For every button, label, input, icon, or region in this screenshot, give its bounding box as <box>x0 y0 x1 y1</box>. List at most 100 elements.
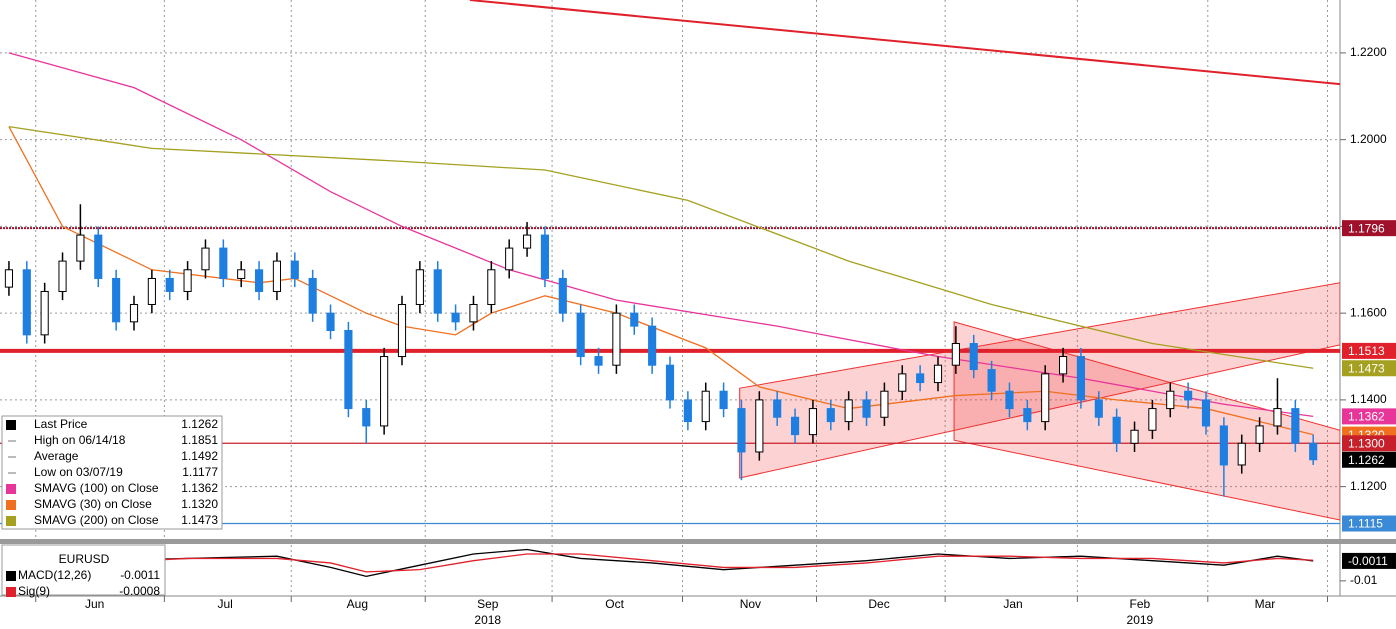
legend-value: -0.0011 <box>120 568 160 582</box>
main-plot <box>0 0 1340 540</box>
candle-body <box>1273 408 1282 427</box>
candle-body <box>362 408 371 427</box>
candle-body <box>522 234 532 249</box>
candle-body <box>129 303 139 323</box>
candle-body <box>4 269 14 288</box>
legend-value: 1.1851 <box>181 433 218 447</box>
candle-body <box>880 390 889 418</box>
candle-body <box>665 364 675 401</box>
candle-body <box>1148 408 1157 431</box>
panel-separator <box>0 539 1396 544</box>
candle-body <box>147 277 156 305</box>
candle-body <box>826 408 835 423</box>
candle-body <box>254 269 264 292</box>
price-label-box <box>1342 515 1396 532</box>
legend-value: 1.1492 <box>181 449 218 463</box>
legend-value: 1.1177 <box>182 465 218 479</box>
candle-body <box>701 390 710 423</box>
price-label-box <box>1342 360 1396 377</box>
candle-body <box>969 343 978 371</box>
candle-body <box>487 269 496 305</box>
macd-plot <box>8 545 1328 595</box>
legend-label: MACD(12,26) <box>18 568 91 582</box>
legend-value: 1.1320 <box>181 497 218 511</box>
candle-body <box>1041 373 1050 423</box>
candle-body <box>1309 442 1318 461</box>
price-label: 1.1262 <box>1348 453 1385 467</box>
trendline <box>469 0 1340 86</box>
legend-label: SMAVG (200) on Close <box>34 513 159 527</box>
candle-body <box>1255 425 1264 444</box>
candle-body <box>290 260 299 279</box>
legend-value: 1.1473 <box>181 513 218 527</box>
candle-body <box>576 312 585 358</box>
candle-body <box>22 269 31 336</box>
candle-body <box>933 364 943 384</box>
overlay: 1.12001.14001.16001.18001.20001.2200JunJ… <box>1 45 1396 627</box>
candle-body <box>183 269 192 292</box>
candle-body <box>558 277 567 314</box>
x-tick-label: Aug <box>347 597 368 611</box>
price-label: 1.1115 <box>1348 517 1383 531</box>
candle-body <box>344 330 353 410</box>
y-tick-label: 1.1400 <box>1350 392 1387 406</box>
price-label: -0.0011 <box>1348 554 1388 568</box>
candle-body <box>469 303 478 323</box>
legend-box <box>1 544 166 596</box>
x-tick-label: Oct <box>605 597 624 611</box>
candle-body <box>165 277 174 292</box>
candle-body <box>719 390 728 410</box>
year-label: 2018 <box>474 613 501 627</box>
candle-body <box>219 247 228 279</box>
candle-body <box>201 247 210 271</box>
candle-body <box>94 234 103 279</box>
macd-title: EURUSD <box>59 552 110 566</box>
candle-body <box>987 369 996 392</box>
candle-body <box>1237 442 1246 466</box>
price-label-box <box>1342 552 1396 569</box>
channel <box>953 321 1340 521</box>
candle-body <box>58 260 67 292</box>
price-label-box <box>1342 220 1396 237</box>
y-tick-label: 1.1200 <box>1350 479 1387 493</box>
price-label-box <box>1342 408 1396 425</box>
candle-body <box>1130 429 1139 444</box>
candle-body <box>76 234 85 262</box>
candle-body <box>505 247 514 271</box>
price-label: 1.1513 <box>1348 344 1385 358</box>
candle-body <box>862 399 871 418</box>
x-tick-label: Nov <box>740 597 761 611</box>
candle-body <box>1112 416 1121 444</box>
candle-body <box>380 356 389 427</box>
legend-label: High on 06/14/18 <box>34 433 126 447</box>
candle-body <box>1219 425 1228 466</box>
candle-body <box>630 312 639 327</box>
candle-body <box>1076 356 1086 401</box>
candle-body <box>683 399 692 423</box>
candle-body <box>1291 408 1300 444</box>
legend-swatch <box>6 484 16 494</box>
legend-swatch <box>6 500 16 510</box>
candle-body <box>1184 390 1193 401</box>
legend-label: SMAVG (100) on Close <box>34 481 159 495</box>
legend-label: Low on 03/07/19 <box>34 465 123 479</box>
legend-swatch <box>6 420 16 430</box>
candle-body <box>112 277 121 323</box>
candle-body <box>308 277 317 314</box>
candle-body <box>790 416 800 436</box>
candle-body <box>1023 408 1032 423</box>
candle-body <box>415 269 424 305</box>
x-tick-label: Sep <box>477 597 499 611</box>
legend-swatch <box>6 587 16 597</box>
candle-body <box>737 408 746 453</box>
y-tick-label: -0.01 <box>1350 573 1378 587</box>
moving-average <box>8 126 1314 369</box>
legend-swatch <box>6 516 16 526</box>
candle-body <box>1094 399 1103 418</box>
x-tick-label: Dec <box>868 597 889 611</box>
price-label: 1.1796 <box>1348 221 1385 235</box>
legend-label: Average <box>34 449 79 463</box>
candle-body <box>237 269 246 279</box>
x-tick-label: Feb <box>1130 597 1151 611</box>
